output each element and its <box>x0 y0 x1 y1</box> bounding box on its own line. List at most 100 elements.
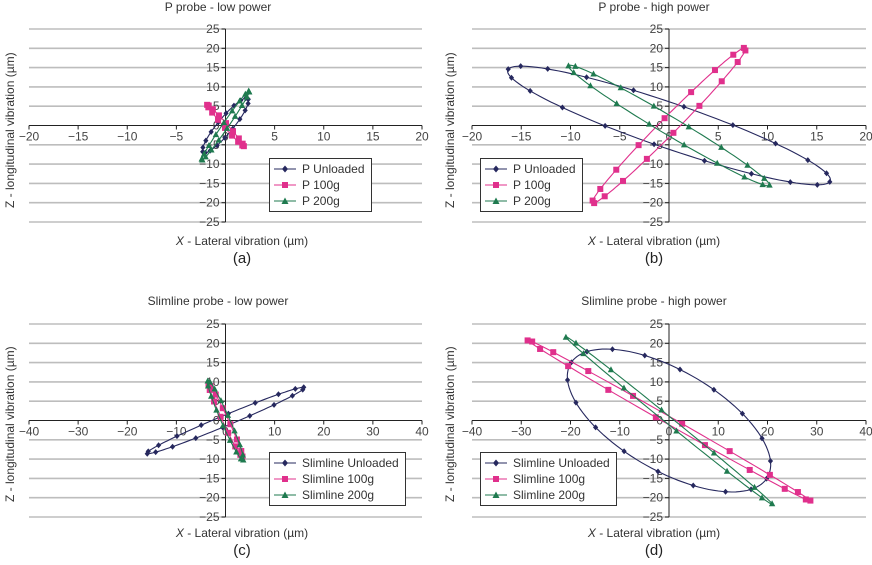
data-point-square <box>229 128 236 135</box>
x-tick-label: −20 <box>19 130 40 144</box>
legend-label: P 100g <box>513 178 551 192</box>
data-point-triangle <box>587 82 594 89</box>
data-point-triangle <box>680 141 688 148</box>
legend-item: P 100g <box>274 177 365 193</box>
data-point-square <box>597 185 604 192</box>
plot-area: −20−15−10−505101520−25−20−15−10−50510152… <box>19 22 429 229</box>
data-point-diamond <box>247 412 253 419</box>
panel-label: (d) <box>644 542 664 559</box>
y-tick-label: −5 <box>206 433 220 447</box>
x-variable: X <box>587 234 596 248</box>
chart-title: Slimline probe - low power <box>147 294 289 308</box>
data-point-square <box>235 135 242 142</box>
x-tick-label: 40 <box>415 425 429 439</box>
data-point-diamond <box>144 450 150 457</box>
x-tick-label: 5 <box>271 130 278 144</box>
square-marker-icon <box>485 476 507 482</box>
x-tick-label: 5 <box>715 130 722 144</box>
y-tick-label: −20 <box>643 491 664 505</box>
data-point-diamond <box>193 435 199 442</box>
data-point-triangle <box>204 382 212 389</box>
data-point-square <box>215 116 222 123</box>
data-point-triangle <box>741 173 748 180</box>
data-point-triangle <box>231 427 238 434</box>
data-point-square <box>742 47 749 54</box>
data-point-triangle <box>768 500 776 507</box>
legend-item: Slimline 100g <box>485 471 610 487</box>
y-tick-label: 5 <box>656 394 663 408</box>
data-point-diamond <box>559 104 566 111</box>
data-point-diamond <box>527 87 533 94</box>
x-tick-label: −10 <box>166 425 187 439</box>
data-point-square <box>688 89 695 96</box>
data-point-diamond <box>237 116 243 123</box>
diamond-marker-icon <box>485 165 507 173</box>
data-point-triangle <box>590 70 597 77</box>
data-point-square <box>643 155 650 162</box>
data-point-diamond <box>642 352 648 359</box>
y-tick-label: 15 <box>206 61 220 75</box>
data-point-diamond <box>223 110 229 117</box>
legend-label: P 200g <box>513 194 551 208</box>
data-point-triangle <box>208 392 215 399</box>
y-tick-label: −20 <box>199 491 220 505</box>
data-point-triangle <box>236 441 243 448</box>
data-point-triangle <box>607 366 615 373</box>
data-point-triangle <box>233 448 240 455</box>
y-tick-label: −25 <box>199 215 220 229</box>
data-point-triangle <box>228 107 236 114</box>
data-point-square <box>726 448 733 455</box>
data-point-square <box>802 496 809 503</box>
data-point-diamond <box>748 170 755 177</box>
data-point-diamond <box>690 482 696 489</box>
y-tick-label: 20 <box>650 336 664 350</box>
legend-label: Slimline 100g <box>513 472 586 486</box>
legend-item: Slimline 100g <box>274 471 399 487</box>
data-point-square <box>211 398 218 405</box>
x-tick-label: −10 <box>560 130 581 144</box>
data-point-diamond <box>722 488 729 495</box>
data-point-triangle <box>617 84 624 91</box>
data-point-square <box>585 368 592 375</box>
data-point-square <box>209 106 216 113</box>
data-point-square <box>711 67 718 74</box>
x-tick-label: −20 <box>560 425 581 439</box>
data-point-triangle <box>658 406 665 413</box>
data-point-diamond <box>630 87 637 94</box>
y-tick-label: 5 <box>213 99 220 113</box>
data-point-diamond <box>651 141 657 148</box>
data-point-square <box>766 471 773 478</box>
legend-item: Slimline 200g <box>274 487 399 503</box>
data-point-diamond <box>198 422 204 429</box>
data-point-square <box>232 443 239 450</box>
square-marker-icon <box>274 182 296 188</box>
data-point-triangle <box>204 377 211 384</box>
data-point-square <box>730 51 737 58</box>
data-point-triangle <box>246 88 253 95</box>
x-tick-label: −20 <box>462 130 483 144</box>
data-point-square <box>734 59 741 66</box>
chart-panel-a: P probe - low power −20−15−10−505101520−… <box>0 0 436 282</box>
x-axis-label-text: - Lateral vibration (µm) <box>595 234 721 248</box>
data-point-diamond <box>153 449 159 456</box>
data-point-diamond <box>564 377 571 384</box>
data-point-triangle <box>744 161 751 168</box>
data-point-triangle <box>211 385 218 392</box>
data-point-diamond <box>711 386 717 393</box>
legend: P Unloaded P 100g P 200g <box>269 158 372 212</box>
square-marker-icon <box>485 182 507 188</box>
data-point-triangle <box>220 119 228 126</box>
data-point-diamond <box>602 122 608 129</box>
x-tick-label: 30 <box>810 425 824 439</box>
data-point-triangle <box>580 350 587 357</box>
data-point-triangle <box>685 123 692 130</box>
y-axis-label: Z - longitudinal vibration (µm) <box>3 52 17 208</box>
chart-panel-b: P probe - high power −20 −15 −10 −5 0 5 10 15 20… <box>436 0 872 282</box>
x-variable: X <box>587 526 596 540</box>
data-point-diamond <box>245 100 251 107</box>
y-tick-label: −15 <box>199 176 220 190</box>
data-point-diamond <box>739 410 746 417</box>
x-tick-label: −30 <box>511 425 532 439</box>
data-point-square <box>781 485 788 492</box>
x-tick-label: −20 <box>117 425 138 439</box>
